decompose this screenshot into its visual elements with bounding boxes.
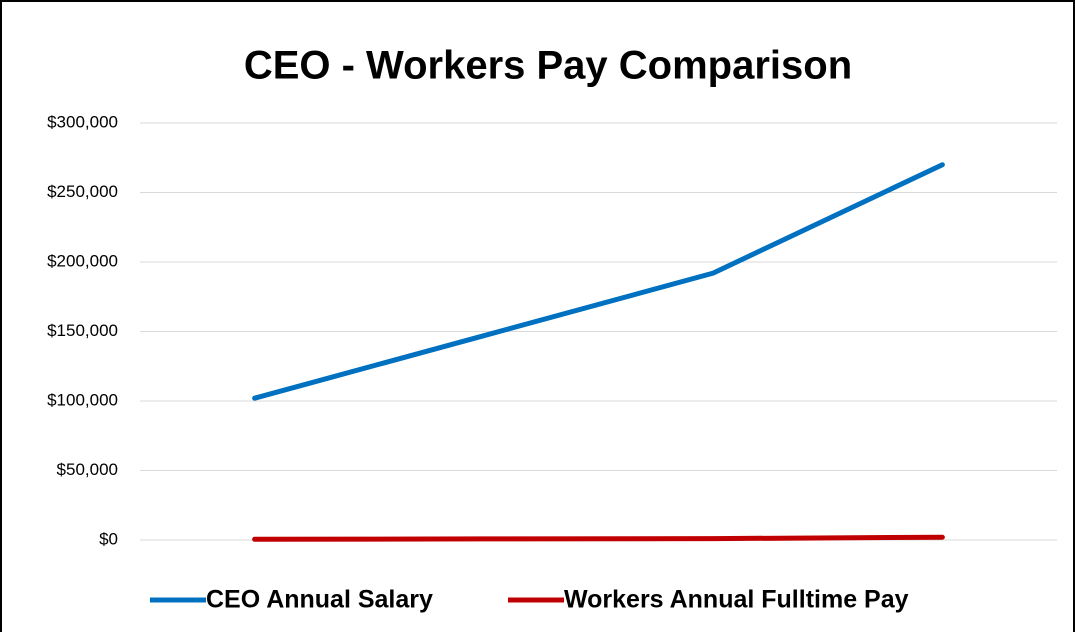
chart-title: CEO - Workers Pay Comparison: [244, 44, 852, 88]
series-line: [252, 162, 945, 401]
y-tick-label: $50,000: [57, 460, 118, 479]
y-tick-label: $300,000: [47, 112, 118, 131]
y-tick-label: $100,000: [47, 390, 118, 409]
y-tick-label: $0: [99, 529, 118, 548]
y-tick-label: $250,000: [47, 182, 118, 201]
series-line: [252, 534, 945, 542]
y-tick-label: $150,000: [47, 321, 118, 340]
legend-label: CEO Annual Salary: [206, 586, 433, 614]
y-tick-label: $200,000: [47, 251, 118, 270]
legend-label: Workers Annual Fulltime Pay: [564, 586, 909, 614]
